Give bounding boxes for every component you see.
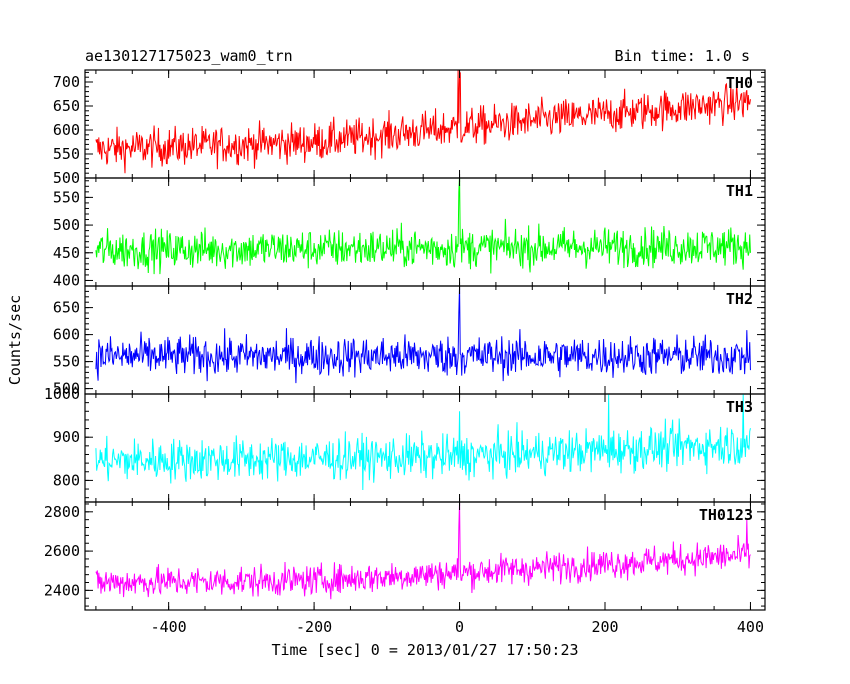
- panel-th1-ytick-label: 450: [53, 244, 80, 262]
- panel-th1-series: [95, 178, 751, 275]
- panel-th0123-frame: [84, 501, 766, 611]
- panel-th1-ytick-label: 400: [53, 271, 80, 289]
- panel-th0-ytick-label: 500: [53, 169, 80, 187]
- x-tick-label: -400: [151, 618, 187, 636]
- panel-th0-ytick-label: 700: [53, 73, 80, 91]
- panel-th0-series: [95, 70, 751, 174]
- bin-time-label: Bin time: 1.0 s: [615, 47, 750, 65]
- panel-th1-ytick-label: 550: [53, 188, 80, 206]
- x-tick-label: 0: [455, 618, 464, 636]
- panel-th0-label: TH0: [726, 74, 753, 92]
- panel-th1-label: TH1: [726, 182, 753, 200]
- panel-th2-ytick-label: 650: [53, 299, 80, 317]
- panel-th0123-ytick-label: 2600: [44, 542, 80, 560]
- panel-th3-label: TH3: [726, 398, 753, 416]
- panel-th2-label: TH2: [726, 290, 753, 308]
- panel-th3-series: [95, 394, 751, 491]
- panel-th1-ytick-label: 500: [53, 216, 80, 234]
- panel-th0123-ytick-label: 2400: [44, 581, 80, 599]
- chart-title: ae130127175023_wam0_trn: [85, 47, 293, 65]
- panel-th3-ytick-label: 1000: [44, 385, 80, 403]
- panel-th2-frame: [84, 285, 766, 395]
- panel-th0123-ytick-label: 2800: [44, 503, 80, 521]
- panel-th2-series: [95, 286, 751, 384]
- panel-th2-ytick-label: 550: [53, 353, 80, 371]
- y-axis-label: Counts/sec: [6, 295, 24, 385]
- panel-th3-ytick-label: 800: [53, 471, 80, 489]
- panel-th0-ytick-label: 550: [53, 145, 80, 163]
- panel-th3-ytick-label: 900: [53, 428, 80, 446]
- x-tick-label: 200: [591, 618, 618, 636]
- panel-th2-ytick-label: 600: [53, 326, 80, 344]
- panel-th0-ytick-label: 650: [53, 97, 80, 115]
- panel-th2-ytick-label: 500: [53, 380, 80, 398]
- panel-th0-ytick-label: 600: [53, 121, 80, 139]
- panel-th0123-label: TH0123: [699, 506, 753, 524]
- x-tick-label: -200: [296, 618, 332, 636]
- x-tick-label: 400: [737, 618, 764, 636]
- panel-th0123-series: [95, 502, 751, 600]
- panel-th1-frame: [84, 177, 766, 287]
- x-axis-label: Time [sec] 0 = 2013/01/27 17:50:23: [271, 641, 578, 659]
